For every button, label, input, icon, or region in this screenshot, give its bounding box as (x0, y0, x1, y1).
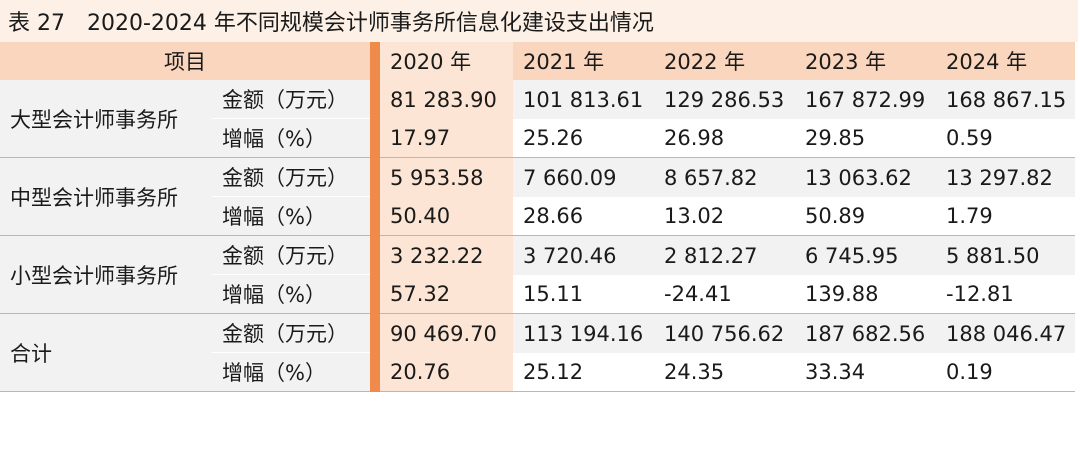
metric-label: 金额（万元） (212, 236, 370, 275)
data-cell: 5 881.50 (936, 236, 1075, 275)
data-cell: 13 297.82 (936, 158, 1075, 197)
group-label: 合计 (0, 314, 212, 392)
group-label: 中型会计师事务所 (0, 158, 212, 236)
data-cell: 168 867.15 (936, 80, 1075, 119)
data-cell: 20.76 (380, 353, 513, 392)
data-cell: 50.40 (380, 197, 513, 236)
data-cell: 7 660.09 (513, 158, 654, 197)
header-year: 2024 年 (936, 42, 1075, 80)
data-cell: 13.02 (654, 197, 795, 236)
data-cell: 24.35 (654, 353, 795, 392)
data-cell: 6 745.95 (795, 236, 936, 275)
data-cell: 139.88 (795, 275, 936, 314)
metric-label: 增幅（%） (212, 119, 370, 158)
data-cell: 1.79 (936, 197, 1075, 236)
data-cell: -12.81 (936, 275, 1075, 314)
metric-label: 金额（万元） (212, 314, 370, 353)
data-cell: 3 232.22 (380, 236, 513, 275)
metric-label: 金额（万元） (212, 158, 370, 197)
accent-bar (370, 42, 380, 392)
table-title: 表 27 2020-2024 年不同规模会计师事务所信息化建设支出情况 (0, 0, 1078, 42)
header-year: 2023 年 (795, 42, 936, 80)
metric-label: 金额（万元） (212, 80, 370, 119)
header-year: 2020 年 (380, 42, 513, 80)
data-cell: 2 812.27 (654, 236, 795, 275)
group-label: 大型会计师事务所 (0, 80, 212, 158)
data-cell: 140 756.62 (654, 314, 795, 353)
data-cell: 57.32 (380, 275, 513, 314)
data-cell: 188 046.47 (936, 314, 1075, 353)
data-cell: 113 194.16 (513, 314, 654, 353)
data-cell: 13 063.62 (795, 158, 936, 197)
data-cell: 8 657.82 (654, 158, 795, 197)
data-cell: 101 813.61 (513, 80, 654, 119)
data-cell: 81 283.90 (380, 80, 513, 119)
data-cell: 28.66 (513, 197, 654, 236)
metric-label: 增幅（%） (212, 353, 370, 392)
header-year: 2021 年 (513, 42, 654, 80)
data-cell: 187 682.56 (795, 314, 936, 353)
data-cell: 0.59 (936, 119, 1075, 158)
metric-label: 增幅（%） (212, 197, 370, 236)
data-cell: 25.26 (513, 119, 654, 158)
data-cell: 33.34 (795, 353, 936, 392)
data-cell: 3 720.46 (513, 236, 654, 275)
data-cell: 90 469.70 (380, 314, 513, 353)
header-item: 项目 (0, 42, 370, 80)
header-year: 2022 年 (654, 42, 795, 80)
data-cell: -24.41 (654, 275, 795, 314)
data-cell: 17.97 (380, 119, 513, 158)
group-label: 小型会计师事务所 (0, 236, 212, 314)
data-cell: 15.11 (513, 275, 654, 314)
data-cell: 29.85 (795, 119, 936, 158)
data-cell: 0.19 (936, 353, 1075, 392)
data-cell: 50.89 (795, 197, 936, 236)
metric-label: 增幅（%） (212, 275, 370, 314)
data-cell: 25.12 (513, 353, 654, 392)
data-cell: 167 872.99 (795, 80, 936, 119)
data-cell: 129 286.53 (654, 80, 795, 119)
data-cell: 5 953.58 (380, 158, 513, 197)
data-cell: 26.98 (654, 119, 795, 158)
